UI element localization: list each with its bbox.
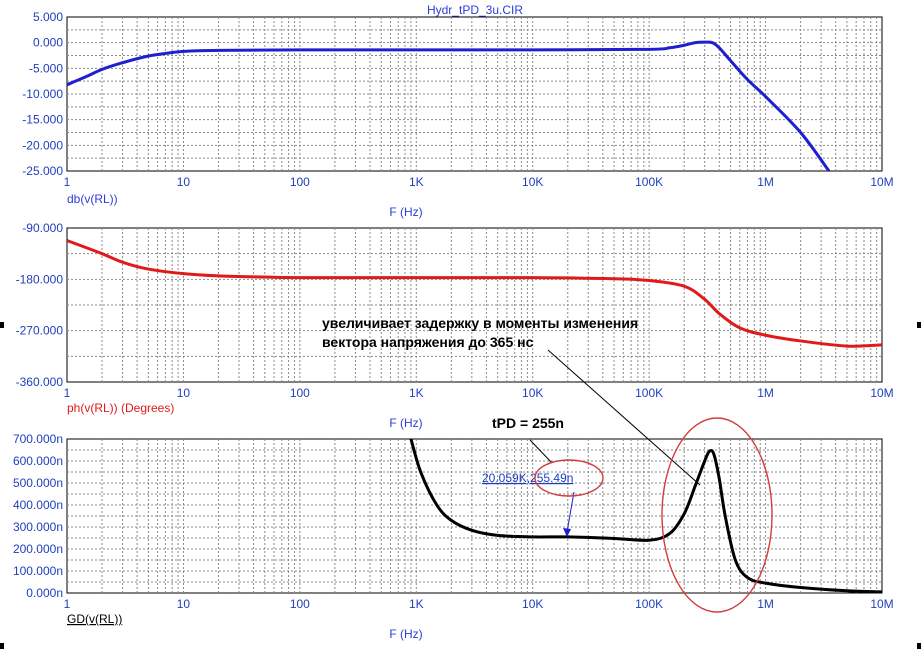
frame-handle-right: [917, 322, 921, 328]
group-delay-panel: 700.000n 600.000n 500.000n 400.000n 300.000n…: [13, 432, 894, 641]
x-axis-label: F (Hz): [389, 416, 422, 430]
x-tick-label: 100: [290, 597, 310, 611]
y-tick-label: -360.000: [16, 375, 64, 389]
y-tick-label: -10.000: [22, 87, 63, 101]
y-tick-label: -5.000: [29, 61, 63, 75]
x-tick-label: 1K: [409, 386, 424, 400]
y-tick-label: 500.000n: [13, 476, 63, 490]
y-tick-label: 0.000n: [26, 586, 63, 600]
x-tick-label: 10M: [870, 175, 893, 189]
phase-panel: -90.000 -180.000 -270.000 -360.000 1 10 100 1K…: [16, 221, 894, 430]
y-tick-labels: -90.000 -180.000 -270.000 -360.000: [16, 221, 64, 389]
series-line: [67, 40, 831, 171]
x-tick-label: 100K: [635, 175, 663, 189]
window-title: Hydr_tPD_3u.CIR: [427, 3, 523, 17]
y-axis-label-db: db(v(RL)): [67, 192, 118, 206]
series-line: [409, 439, 882, 593]
note-pointer-line: [547, 349, 701, 486]
x-tick-label: 1M: [757, 175, 774, 189]
x-tick-label: 10: [177, 175, 191, 189]
x-tick-label: 1K: [409, 597, 424, 611]
y-tick-label: 700.000n: [13, 432, 63, 446]
y-tick-label: 400.000n: [13, 498, 63, 512]
frame-handle-bottom-right: [917, 643, 921, 649]
y-tick-label: 600.000n: [13, 454, 63, 468]
x-tick-label: 10K: [522, 386, 543, 400]
series-gd: [409, 439, 882, 593]
x-tick-labels: 1 10 100 1K 10K 100K 1M 10M: [64, 386, 894, 400]
x-tick-label: 10: [177, 597, 191, 611]
y-tick-label: -270.000: [16, 324, 64, 338]
y-tick-labels: 5.000 0.000 -5.000 -10.000 -15.000 -20.000 -25…: [22, 10, 63, 178]
y-axis-label-phase: ph(v(RL)) (Degrees): [67, 401, 174, 415]
x-tick-label: 1: [64, 175, 71, 189]
x-tick-label: 1M: [757, 386, 774, 400]
x-tick-label: 10: [177, 386, 191, 400]
x-tick-label: 10M: [870, 597, 893, 611]
series-phase: [67, 239, 882, 348]
grid: [66, 227, 883, 383]
y-tick-label: -15.000: [22, 113, 63, 127]
y-tick-label: -25.000: [22, 164, 63, 178]
cursor-arrow-line: [566, 491, 575, 533]
x-tick-label: 100K: [635, 597, 663, 611]
x-tick-label: 10M: [870, 386, 893, 400]
frame-handle-left: [0, 322, 4, 328]
x-tick-label: 1M: [757, 597, 774, 611]
x-tick-label: 1K: [409, 175, 424, 189]
y-tick-label: 0.000: [33, 36, 63, 50]
x-tick-labels: 1 10 100 1K 10K 100K 1M 10M: [64, 175, 894, 189]
annotation-tpd: tPD = 255n: [492, 415, 564, 431]
y-tick-label: 300.000n: [13, 520, 63, 534]
y-axis-label-gd: GD(v(RL)): [67, 612, 122, 626]
y-tick-label: -20.000: [22, 138, 63, 152]
x-tick-label: 100: [290, 386, 310, 400]
y-tick-label: -180.000: [16, 272, 64, 286]
x-tick-label: 10K: [522, 597, 543, 611]
y-tick-label: 5.000: [33, 10, 63, 24]
x-tick-label: 1: [64, 386, 71, 400]
x-tick-label: 10K: [522, 175, 543, 189]
x-axis-label: F (Hz): [389, 205, 422, 219]
highlight-ellipse-value: [534, 459, 604, 497]
annotation-note-line2: вектора напряжения до 365 нс: [322, 334, 534, 350]
x-axis-label: F (Hz): [389, 627, 422, 641]
cursor-arrow-head: [563, 528, 571, 537]
tpd-pointer-line: [529, 439, 553, 464]
x-tick-label: 100K: [635, 386, 663, 400]
x-tick-labels: 1 10 100 1K 10K 100K 1M 10M: [64, 597, 894, 611]
highlight-ellipse-peak: [661, 417, 773, 613]
y-tick-label: 100.000n: [13, 564, 63, 578]
x-tick-label: 100: [290, 175, 310, 189]
x-tick-label: 1: [64, 597, 71, 611]
frame-handle-bottom-left: [0, 643, 4, 649]
grid: [66, 438, 883, 594]
series-db-v-rl: [67, 40, 831, 171]
y-tick-label: 200.000n: [13, 542, 63, 556]
y-tick-labels: 700.000n 600.000n 500.000n 400.000n 300.000n…: [13, 432, 63, 600]
magnitude-panel: 5.000 0.000 -5.000 -10.000 -15.000 -20.000 -25…: [22, 10, 893, 219]
cursor-readout: 20.059K,255.49n: [482, 471, 573, 485]
grid: [66, 16, 883, 172]
annotation-note-line1: увеличивает задержку в моменты изменения: [322, 315, 638, 331]
y-tick-label: -90.000: [22, 221, 63, 235]
series-line: [67, 239, 882, 348]
